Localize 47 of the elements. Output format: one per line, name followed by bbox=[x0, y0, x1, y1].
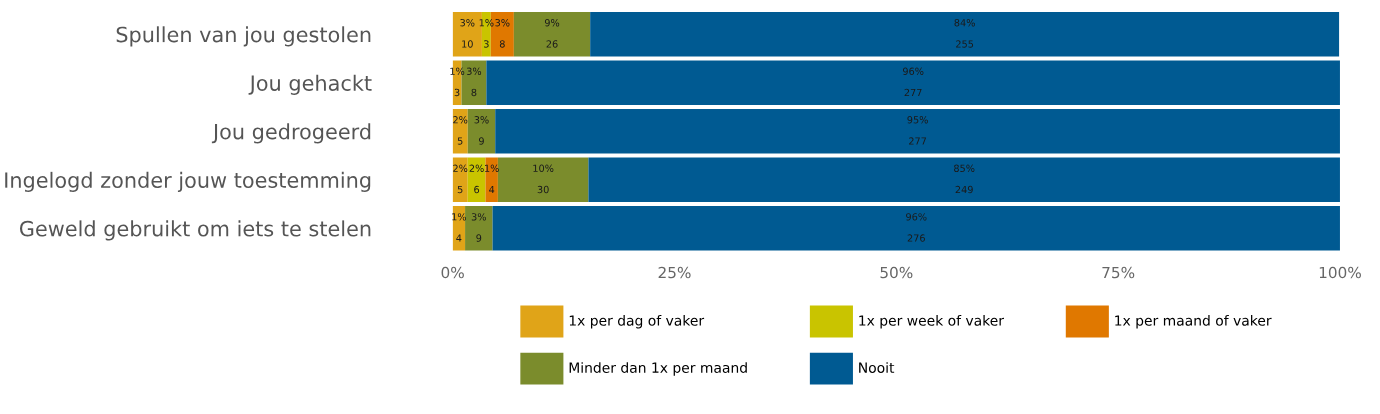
x-tick-label: 75% bbox=[1102, 266, 1135, 279]
bar bbox=[497, 157, 589, 203]
y-tick-label: Ingelogd zonder jouw toestemming bbox=[5, 171, 371, 193]
bar bbox=[486, 60, 1340, 106]
bar bbox=[485, 157, 498, 203]
y-tick-label: Spullen van jou gestolen bbox=[116, 26, 371, 47]
y-tick-label: Jou gehackt bbox=[248, 74, 372, 95]
y-tick-label: Jou gedrogeerd bbox=[211, 123, 371, 144]
text: 96% 276 bbox=[906, 213, 927, 242]
text: 3% 8 bbox=[495, 19, 510, 48]
x-tick-label: 25% bbox=[658, 266, 691, 279]
text: 2% 5 bbox=[453, 164, 468, 194]
bar bbox=[452, 11, 482, 57]
legend-label: 1x per maand of vaker bbox=[1115, 315, 1272, 329]
x-tick-label: 0% bbox=[441, 266, 464, 279]
text: 1% 3 bbox=[479, 19, 494, 48]
text: 2% 5 bbox=[453, 116, 468, 145]
text: 3% 9 bbox=[474, 116, 489, 145]
bar bbox=[467, 157, 486, 203]
legend-label: 1x per week of vaker bbox=[859, 315, 1004, 329]
bar bbox=[588, 157, 1340, 203]
text: 2% 6 bbox=[469, 164, 484, 194]
text: 3% 10 bbox=[460, 19, 475, 48]
bar bbox=[452, 157, 468, 203]
legend-label: Minder dan 1x per maand bbox=[569, 362, 747, 376]
legend-label: 1x per dag of vaker bbox=[569, 315, 705, 329]
x-tick-label: 50% bbox=[880, 266, 913, 279]
text: 96% 277 bbox=[902, 67, 924, 97]
text: 10% 30 bbox=[533, 164, 554, 194]
bar bbox=[590, 11, 1340, 57]
bar bbox=[513, 11, 591, 57]
bar bbox=[467, 108, 496, 154]
text: 3% 8 bbox=[466, 67, 482, 97]
bar bbox=[465, 205, 493, 251]
text: 85% 249 bbox=[954, 164, 975, 194]
text: 95% 277 bbox=[907, 116, 928, 145]
bar bbox=[495, 108, 1340, 154]
text: 9% 26 bbox=[544, 19, 560, 48]
text: 3% 9 bbox=[471, 213, 486, 242]
bar bbox=[452, 108, 468, 154]
bar bbox=[492, 205, 1340, 251]
y-tick-label: Geweld gebruikt om iets te stelen bbox=[19, 220, 371, 241]
text: 84% 255 bbox=[954, 19, 975, 48]
bar bbox=[452, 205, 466, 251]
text: 1% 4 bbox=[485, 164, 499, 194]
legend-label: Nooit bbox=[859, 362, 895, 373]
x-tick-label: 100% bbox=[1319, 266, 1361, 279]
